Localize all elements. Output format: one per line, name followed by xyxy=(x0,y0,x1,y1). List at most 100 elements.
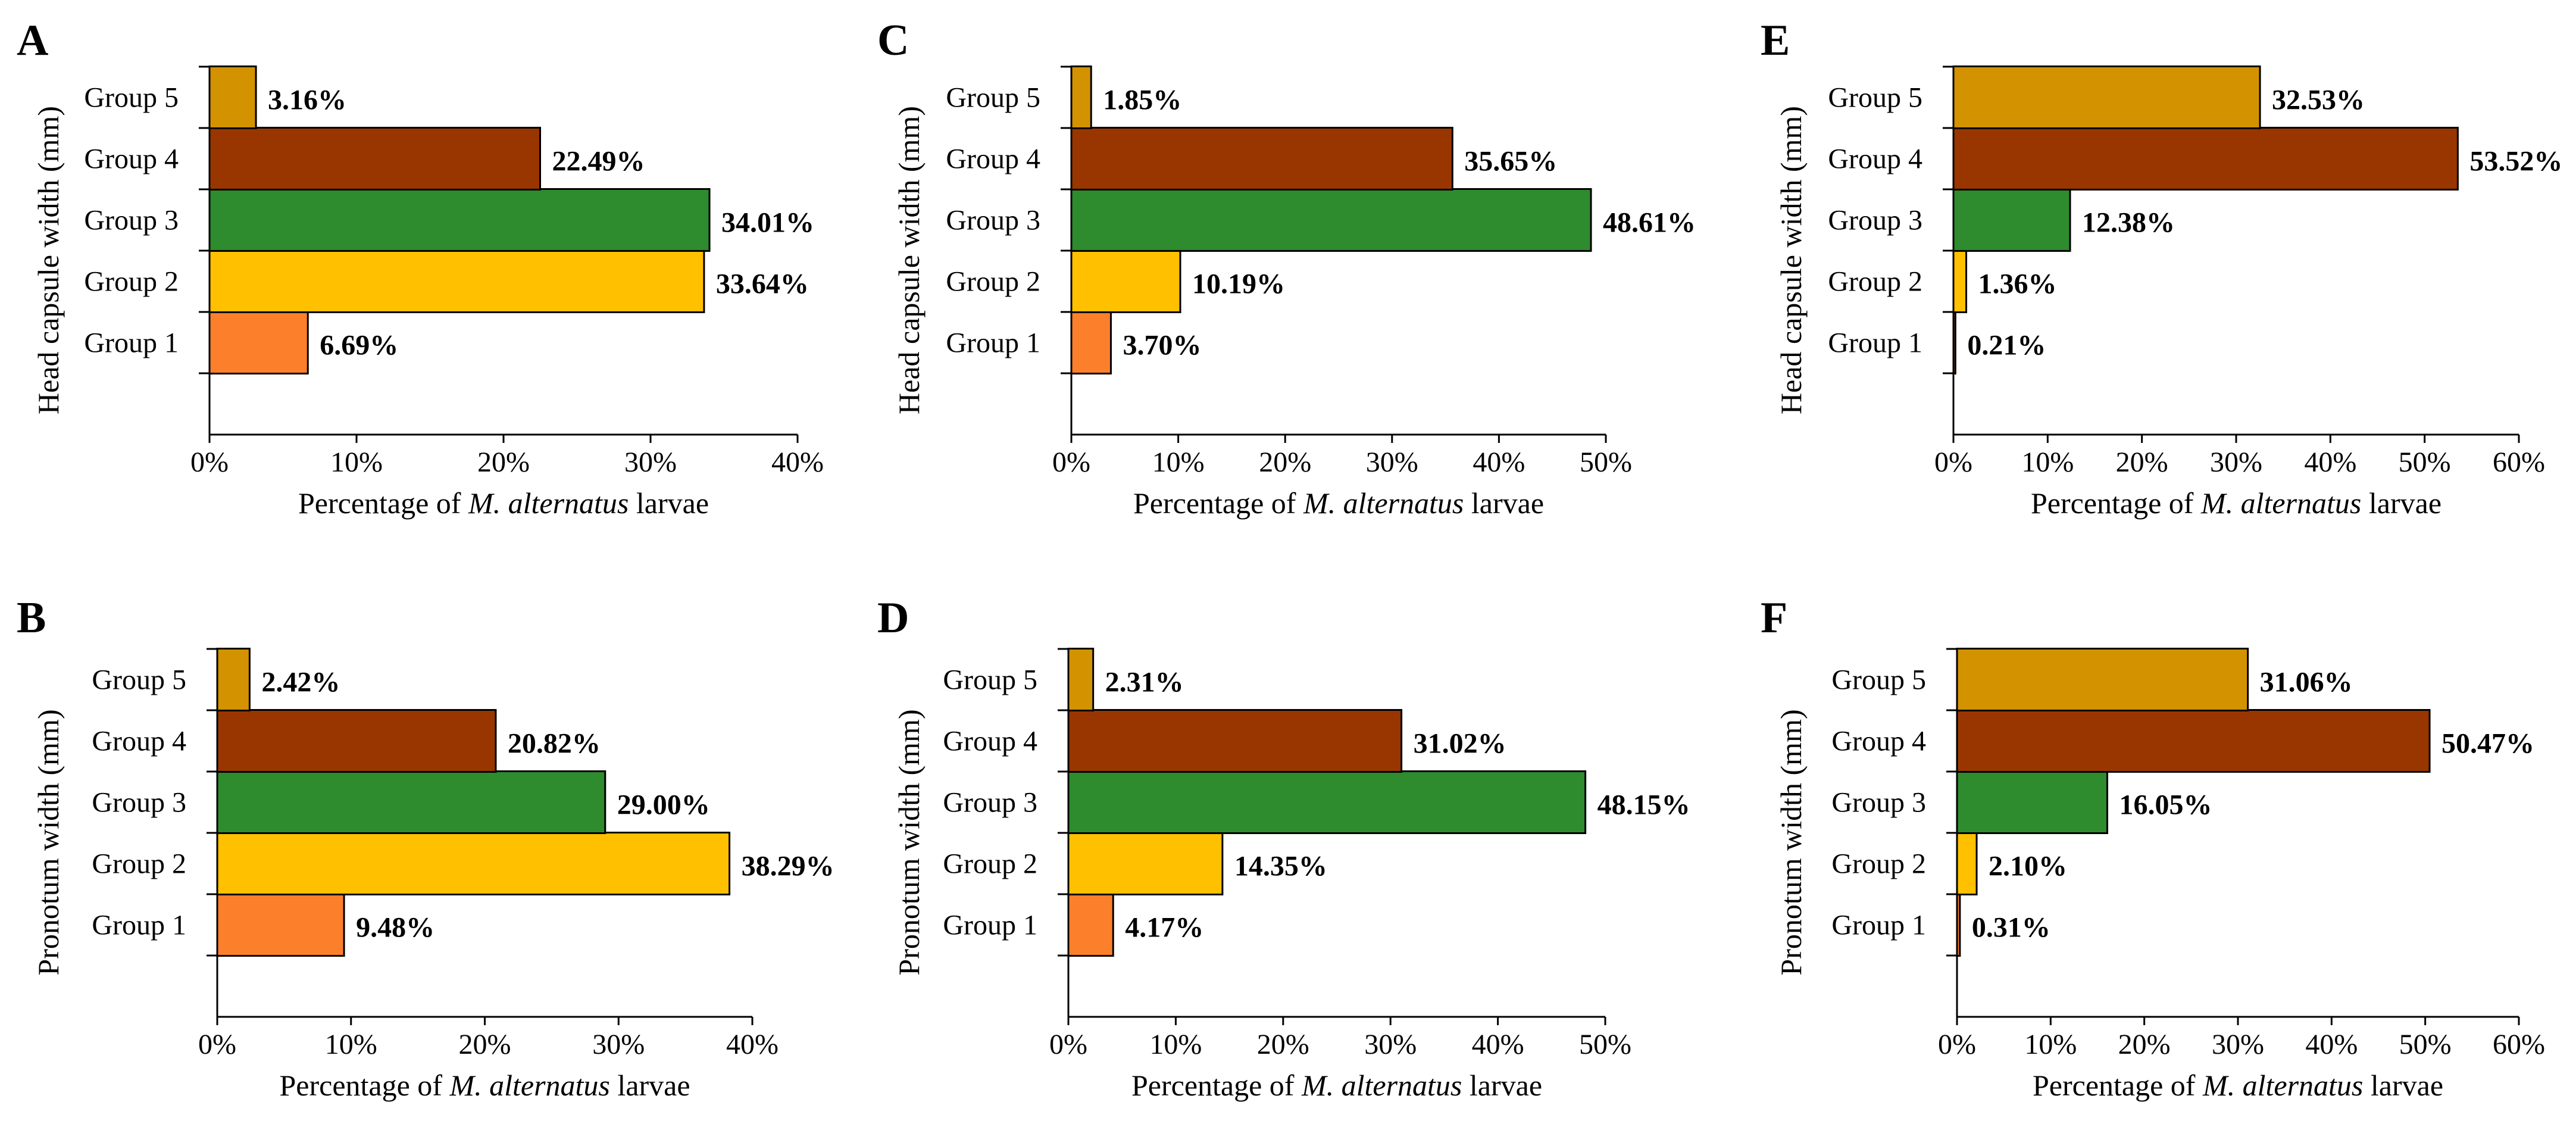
category-label: Group 1 xyxy=(1831,910,1926,941)
data-label: 16.05% xyxy=(2119,789,2212,821)
data-label: 9.48% xyxy=(356,912,434,944)
bar-group-2 xyxy=(1070,249,1181,313)
x-tick-label: 0% xyxy=(190,447,229,478)
data-label: 0.21% xyxy=(1967,330,2046,361)
data-label: 38.29% xyxy=(742,851,834,882)
category-label: Group 3 xyxy=(1828,205,1922,236)
category-label: Group 2 xyxy=(1831,848,1926,880)
panel-b: B 0% 10% 20% 30% 40% Group 1 9.48% Group 2 38.29%… xyxy=(17,594,834,1102)
category-label: Group 3 xyxy=(1831,787,1926,819)
bar-group-4 xyxy=(1070,127,1453,191)
bar-group-4 xyxy=(1956,709,2431,773)
x-axis-title: Percentage of M. alternatus larvae xyxy=(298,486,709,520)
x-tick-label: 30% xyxy=(624,447,677,478)
bar-group-3 xyxy=(1067,770,1587,834)
category-label: Group 5 xyxy=(1831,664,1926,696)
x-tick-label: 60% xyxy=(2493,1029,2545,1060)
x-tick-label: 10% xyxy=(330,447,383,478)
category-label: Group 2 xyxy=(84,266,179,298)
bar-group-2 xyxy=(216,832,731,895)
category-label: Group 4 xyxy=(943,726,1037,757)
x-tick-label: 50% xyxy=(1579,1029,1631,1060)
data-label: 29.00% xyxy=(617,789,710,821)
x-tick-label: 40% xyxy=(726,1029,779,1060)
x-axis-title-prefix: Percentage of xyxy=(1133,486,1303,520)
data-label: 33.64% xyxy=(716,268,809,300)
x-tick-label: 20% xyxy=(2116,447,2168,478)
bar-group-5 xyxy=(1952,65,2261,129)
x-axis-title: Percentage of M. alternatus larvae xyxy=(1133,486,1544,520)
bar-group-2 xyxy=(1952,249,1968,313)
bar-group-1 xyxy=(208,311,309,374)
x-axis-title-species: M. alternatus xyxy=(449,1069,609,1102)
data-label: 14.35% xyxy=(1234,851,1327,882)
category-label: Group 5 xyxy=(946,82,1040,114)
x-tick-label: 10% xyxy=(1149,1029,1202,1060)
category-label: Group 4 xyxy=(84,143,179,175)
x-tick-label: 0% xyxy=(198,1029,236,1060)
panel-letter: D xyxy=(877,594,909,642)
bar-group-3 xyxy=(1070,188,1592,252)
category-label: Group 5 xyxy=(943,664,1037,696)
category-label: Group 1 xyxy=(84,327,179,359)
bar-group-4 xyxy=(208,127,542,191)
data-label: 4.17% xyxy=(1125,912,1203,944)
category-label: Group 4 xyxy=(92,726,186,757)
data-label: 3.16% xyxy=(268,85,346,116)
bar-group-5 xyxy=(1070,65,1092,129)
bar-group-5 xyxy=(1067,648,1095,711)
x-tick-label: 20% xyxy=(1257,1029,1309,1060)
category-label: Group 1 xyxy=(1828,327,1922,359)
data-label: 20.82% xyxy=(508,728,601,760)
bar-group-4 xyxy=(1952,127,2459,191)
x-axis-title: Percentage of M. alternatus larvae xyxy=(1131,1069,1542,1102)
y-axis-title: Pronotum width (mm) xyxy=(32,709,65,975)
panel-a: A 0% 10% 20% 30% 40% Group 1 6.69% Group 2 33.64%… xyxy=(17,16,824,520)
x-tick-label: 20% xyxy=(459,1029,511,1060)
x-axis-title-prefix: Percentage of xyxy=(298,486,468,520)
x-axis-title: Percentage of M. alternatus larvae xyxy=(2033,1069,2443,1102)
x-tick-label: 30% xyxy=(592,1029,645,1060)
data-label: 1.85% xyxy=(1103,85,1181,116)
y-axis-title: Pronotum width (mm) xyxy=(892,709,926,975)
data-label: 0.31% xyxy=(1972,912,2050,944)
bar-group-1 xyxy=(1067,893,1114,957)
data-label: 31.06% xyxy=(2260,667,2353,698)
x-tick-label: 0% xyxy=(1052,447,1090,478)
category-label: Group 3 xyxy=(92,787,186,819)
x-axis-title-species: M. alternatus xyxy=(468,486,629,520)
category-label: Group 1 xyxy=(946,327,1040,359)
data-label: 48.61% xyxy=(1603,207,1696,239)
x-axis-title-species: M. alternatus xyxy=(2202,1069,2363,1102)
panel-letter: C xyxy=(877,16,909,65)
x-tick-label: 60% xyxy=(2493,447,2545,478)
category-label: Group 5 xyxy=(92,664,186,696)
panel-letter: B xyxy=(17,594,46,642)
bar-group-5 xyxy=(208,65,257,129)
x-axis-title-prefix: Percentage of xyxy=(2031,486,2201,520)
data-label: 53.52% xyxy=(2469,146,2562,177)
data-label: 1.36% xyxy=(1978,268,2057,300)
x-axis-title-species: M. alternatus xyxy=(1303,486,1464,520)
category-label: Group 2 xyxy=(943,848,1037,880)
bar-group-4 xyxy=(1067,709,1403,773)
x-tick-label: 40% xyxy=(771,447,824,478)
bar-group-2 xyxy=(1067,832,1224,895)
x-axis-title-prefix: Percentage of xyxy=(279,1069,449,1102)
x-axis-title-suffix: larvae xyxy=(2361,486,2441,520)
x-axis-title: Percentage of M. alternatus larvae xyxy=(2031,486,2441,520)
x-tick-label: 30% xyxy=(2212,1029,2264,1060)
data-label: 2.31% xyxy=(1105,667,1184,698)
x-axis-title-species: M. alternatus xyxy=(2200,486,2361,520)
category-label: Group 4 xyxy=(1828,143,1922,175)
category-label: Group 4 xyxy=(946,143,1040,175)
x-tick-label: 20% xyxy=(477,447,530,478)
bar-group-2 xyxy=(1956,832,1978,895)
category-label: Group 2 xyxy=(1828,266,1922,298)
x-tick-label: 30% xyxy=(1364,1029,1417,1060)
category-label: Group 3 xyxy=(946,205,1040,236)
x-tick-label: 10% xyxy=(1152,447,1205,478)
y-axis-title: Head capsule width (mm) xyxy=(32,106,65,414)
bar-group-1 xyxy=(216,893,345,957)
